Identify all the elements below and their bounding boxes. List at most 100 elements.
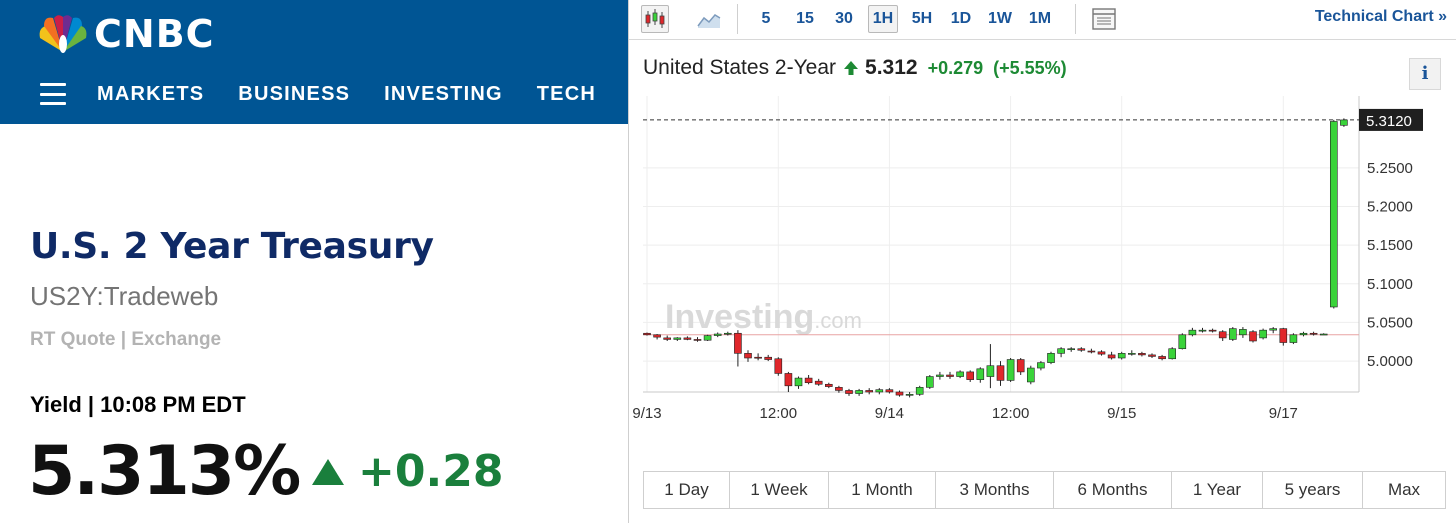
interval-30[interactable]: 30 [835, 10, 853, 27]
cnbc-logo[interactable]: CNBC [36, 14, 215, 54]
candle-body [663, 337, 672, 340]
candle-body [1299, 332, 1308, 336]
candle-body [1016, 359, 1025, 373]
interval-1m[interactable]: 1M [1028, 10, 1052, 27]
x-tick-label: 12:00 [992, 405, 1030, 422]
candle-body [724, 332, 732, 335]
candle-body [1279, 328, 1288, 343]
candle-body [814, 380, 823, 385]
watermark-text: Investing.com [665, 298, 862, 336]
y-tick-label: 5.2500 [1367, 160, 1413, 177]
candle-body [1117, 353, 1126, 359]
nav-business[interactable]: BUSINESS [238, 83, 351, 105]
quote-change: +0.28 [312, 446, 503, 497]
candle-body [825, 383, 833, 387]
candle-body [865, 390, 873, 393]
candle-body [794, 377, 803, 387]
technical-chart-link[interactable]: Technical Chart » [1314, 8, 1447, 25]
y-tick-label: 5.0500 [1367, 314, 1413, 331]
candle-body [1309, 332, 1318, 335]
candle-body [845, 390, 853, 394]
range-1-week[interactable]: 1 Week [730, 472, 829, 508]
x-tick-label: 9/17 [1269, 405, 1298, 422]
candle-body [946, 374, 954, 377]
candle-body [1026, 367, 1035, 383]
candle-body [643, 332, 651, 336]
candle-body [1158, 356, 1166, 360]
range-3-months[interactable]: 3 Months [936, 472, 1054, 508]
menu-icon[interactable] [40, 83, 66, 105]
candle-body [1047, 353, 1055, 363]
symbol-change: +0.279 [927, 57, 984, 78]
nav-investing[interactable]: INVESTING [384, 83, 503, 105]
candle-body [1228, 328, 1237, 340]
nav-markets[interactable]: MARKETS [97, 83, 205, 105]
candle-body [1188, 329, 1197, 336]
range-6-months[interactable]: 6 Months [1054, 472, 1172, 508]
symbol-name: United States 2-Year [643, 56, 837, 79]
candle-body [1127, 353, 1136, 355]
candle-body [1249, 331, 1257, 342]
candle-body [1148, 354, 1156, 357]
candle-body [764, 356, 772, 360]
candle-body [1289, 334, 1298, 343]
candle-body [1259, 329, 1267, 339]
arrow-up-icon [844, 61, 859, 75]
plot-area [643, 96, 1359, 392]
range-1-month[interactable]: 1 Month [829, 472, 936, 508]
investing-chart-widget: 5 15 30 1H 5H 1D 1W 1M Technical Chart »… [628, 0, 1456, 523]
candle-body [1319, 333, 1328, 336]
quote-title: U.S. 2 Year Treasury [30, 226, 434, 267]
candle-body [1208, 329, 1217, 332]
candle-body [744, 353, 752, 359]
candle-body [1340, 119, 1348, 126]
interval-5h[interactable]: 5H [911, 10, 933, 27]
interval-1h[interactable]: 1H [868, 5, 898, 33]
symbol-price: 5.312 [865, 56, 918, 79]
range-max[interactable]: Max [1387, 480, 1421, 499]
candle-body [1037, 362, 1045, 369]
candle-body [683, 337, 692, 340]
candle-body [855, 390, 863, 394]
candle-body [915, 387, 924, 395]
interval-1d[interactable]: 1D [950, 10, 972, 27]
candle-body [1329, 121, 1338, 308]
symbol-change-percent: (+5.55%) [993, 57, 1067, 78]
nav-tech[interactable]: TECH [536, 83, 596, 105]
quote-price: 5.313% [28, 432, 301, 511]
candle-body [1067, 348, 1076, 351]
info-icon[interactable]: i [1409, 58, 1441, 90]
candle-body [673, 337, 682, 340]
candle-body [1269, 328, 1278, 331]
yield-time-label: Yield | 10:08 PM EDT [30, 392, 246, 417]
candlestick-icon[interactable] [641, 5, 669, 33]
interval-1w[interactable]: 1W [988, 10, 1012, 27]
candlestick-chart[interactable]: 5.0000 5.0500 5.1000 5.1500 5.2000 5.2500 9/13… [629, 96, 1456, 436]
quote-change-value: +0.28 [358, 446, 504, 497]
x-tick-label: 9/13 [632, 405, 661, 422]
table-icon[interactable] [1090, 5, 1118, 33]
candle-body [1198, 329, 1207, 332]
candle-body [1178, 334, 1187, 350]
candle-body [966, 371, 975, 380]
candle-body [986, 365, 995, 377]
x-tick-label: 9/15 [1107, 405, 1136, 422]
range-1-day[interactable]: 1 Day [644, 472, 730, 508]
interval-5[interactable]: 5 [761, 10, 771, 27]
quote-symbol: US2Y:Tradeweb [30, 281, 219, 311]
interval-15[interactable]: 15 [796, 10, 814, 27]
range-selector: 1 Day 1 Week 1 Month 3 Months 6 Months 1… [643, 471, 1446, 509]
y-tick-label: 5.0000 [1367, 353, 1413, 370]
candle-body [976, 368, 985, 380]
candle-body [1087, 350, 1096, 353]
candle-body [1097, 351, 1106, 355]
range-5-years[interactable]: 5 years [1263, 472, 1363, 508]
area-chart-icon[interactable] [695, 5, 723, 33]
candle-body [774, 358, 783, 374]
candle-body [1239, 329, 1247, 336]
x-tick-label: 9/14 [875, 405, 904, 422]
candle-body [734, 332, 742, 354]
candle-body [885, 389, 894, 393]
range-1-year[interactable]: 1 Year [1172, 472, 1263, 508]
quote-source: RT Quote | Exchange [30, 329, 222, 350]
